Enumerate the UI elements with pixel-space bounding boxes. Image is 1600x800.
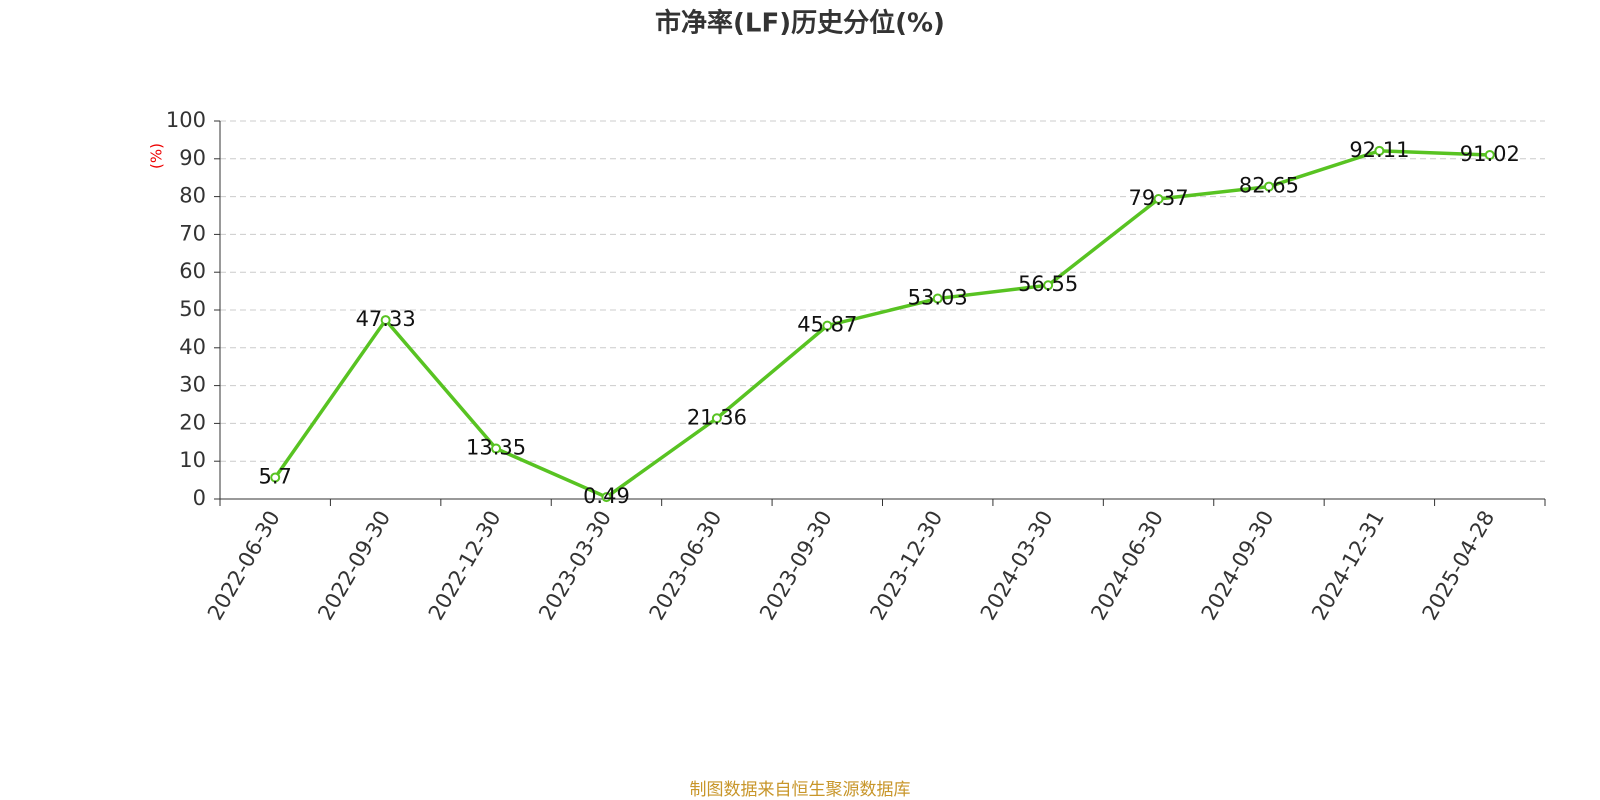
data-point: [491, 443, 502, 454]
data-point: [1374, 145, 1385, 156]
data-label: 0.49: [583, 484, 630, 508]
source-note: 制图数据来自恒生聚源数据库: [690, 780, 911, 800]
data-point: [1263, 181, 1274, 192]
data-point: [1153, 193, 1164, 204]
x-tick-label: 2024-03-30: [976, 507, 1058, 625]
data-point: [711, 413, 722, 424]
x-tick-label: 2025-04-28: [1418, 507, 1500, 625]
data-point: [270, 472, 281, 483]
x-tick-label: 2023-03-30: [534, 507, 616, 625]
data-label: 92.11: [1349, 138, 1409, 162]
y-tick-label: 0: [193, 486, 206, 510]
data-point: [1484, 149, 1495, 160]
x-tick-label: 2024-09-30: [1197, 507, 1279, 625]
x-tick-label: 2022-09-30: [313, 507, 395, 625]
x-tick-label: 2024-12-31: [1307, 507, 1389, 625]
data-label: 5.7: [259, 464, 292, 488]
y-tick-label: 90: [179, 146, 206, 170]
data-label: 45.87: [797, 313, 857, 337]
data-label: 91.02: [1460, 142, 1520, 166]
data-label: 47.33: [356, 307, 416, 331]
y-tick-label: 60: [179, 259, 206, 283]
x-tick-label: 2022-06-30: [203, 507, 285, 625]
data-point: [1043, 280, 1054, 291]
y-tick-label: 30: [179, 373, 206, 397]
data-point: [932, 293, 943, 304]
data-point: [380, 315, 391, 326]
y-tick-label: 100: [166, 108, 206, 132]
data-label: 53.03: [908, 286, 968, 310]
y-axis-label: (%): [148, 143, 166, 169]
data-label: 82.65: [1239, 174, 1299, 198]
x-tick-label: 2022-12-30: [424, 506, 506, 624]
data-point: [822, 320, 833, 331]
data-label: 79.37: [1128, 186, 1188, 210]
x-tick-label: 2023-06-30: [645, 507, 727, 625]
data-label: 13.35: [466, 436, 526, 460]
data-point: [601, 492, 612, 503]
y-tick-label: 70: [179, 221, 206, 245]
data-line: [273, 149, 1490, 500]
data-label: 21.36: [687, 405, 747, 429]
y-tick-label: 10: [179, 448, 206, 472]
x-tick-label: 2023-12-30: [865, 506, 947, 624]
y-tick-label: 80: [179, 184, 206, 208]
y-tick-label: 40: [179, 335, 206, 359]
x-tick-label: 2023-09-30: [755, 507, 837, 625]
chart-title: 市净率(LF)历史分位(%): [655, 8, 945, 39]
y-tick-label: 20: [179, 410, 206, 434]
x-tick-label: 2024-06-30: [1086, 507, 1168, 625]
y-tick-label: 50: [179, 297, 206, 321]
data-label: 56.55: [1018, 272, 1078, 296]
